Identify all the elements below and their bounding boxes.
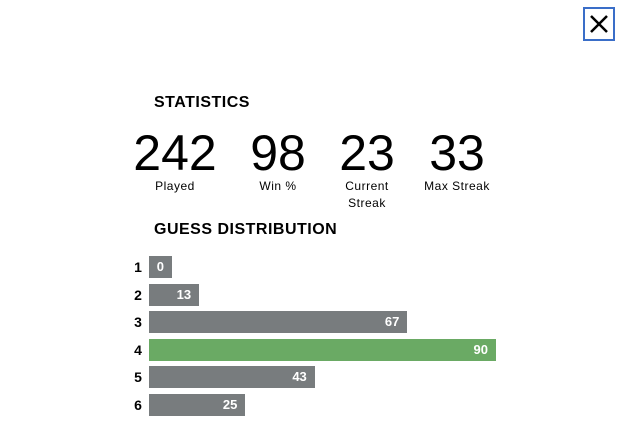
bar: 0	[149, 256, 172, 278]
stat: 242 Played	[130, 128, 220, 195]
bar: 25	[149, 394, 246, 416]
distribution-title: GUESS DISTRIBUTION	[154, 221, 338, 238]
stat-label: Current Streak	[345, 179, 389, 210]
stat-value: 98	[250, 125, 306, 181]
bar: 43	[149, 366, 315, 389]
row-label: 1	[134, 259, 142, 275]
row-label: 6	[134, 397, 142, 413]
row-label: 2	[134, 286, 142, 303]
stat-value: 242	[133, 125, 217, 181]
statistics-title: STATISTICS	[154, 94, 250, 111]
stat-label: Win %	[259, 179, 297, 193]
row-label: 3	[134, 314, 142, 331]
close-button[interactable]	[583, 7, 615, 41]
stat-label: Played	[155, 179, 195, 193]
stat-label: Max Streak	[424, 179, 490, 193]
row-label: 5	[134, 369, 142, 386]
stat: 33 Max Streak	[412, 128, 502, 195]
stat: 23 Current Streak	[322, 128, 412, 212]
bar: 67	[149, 311, 408, 334]
stat-value: 33	[429, 125, 485, 181]
stat: 98 Win %	[233, 128, 323, 195]
row-label: 4	[134, 341, 142, 358]
stat-value: 23	[339, 125, 395, 181]
bar: 13	[149, 283, 200, 306]
bar: 90	[149, 338, 496, 361]
